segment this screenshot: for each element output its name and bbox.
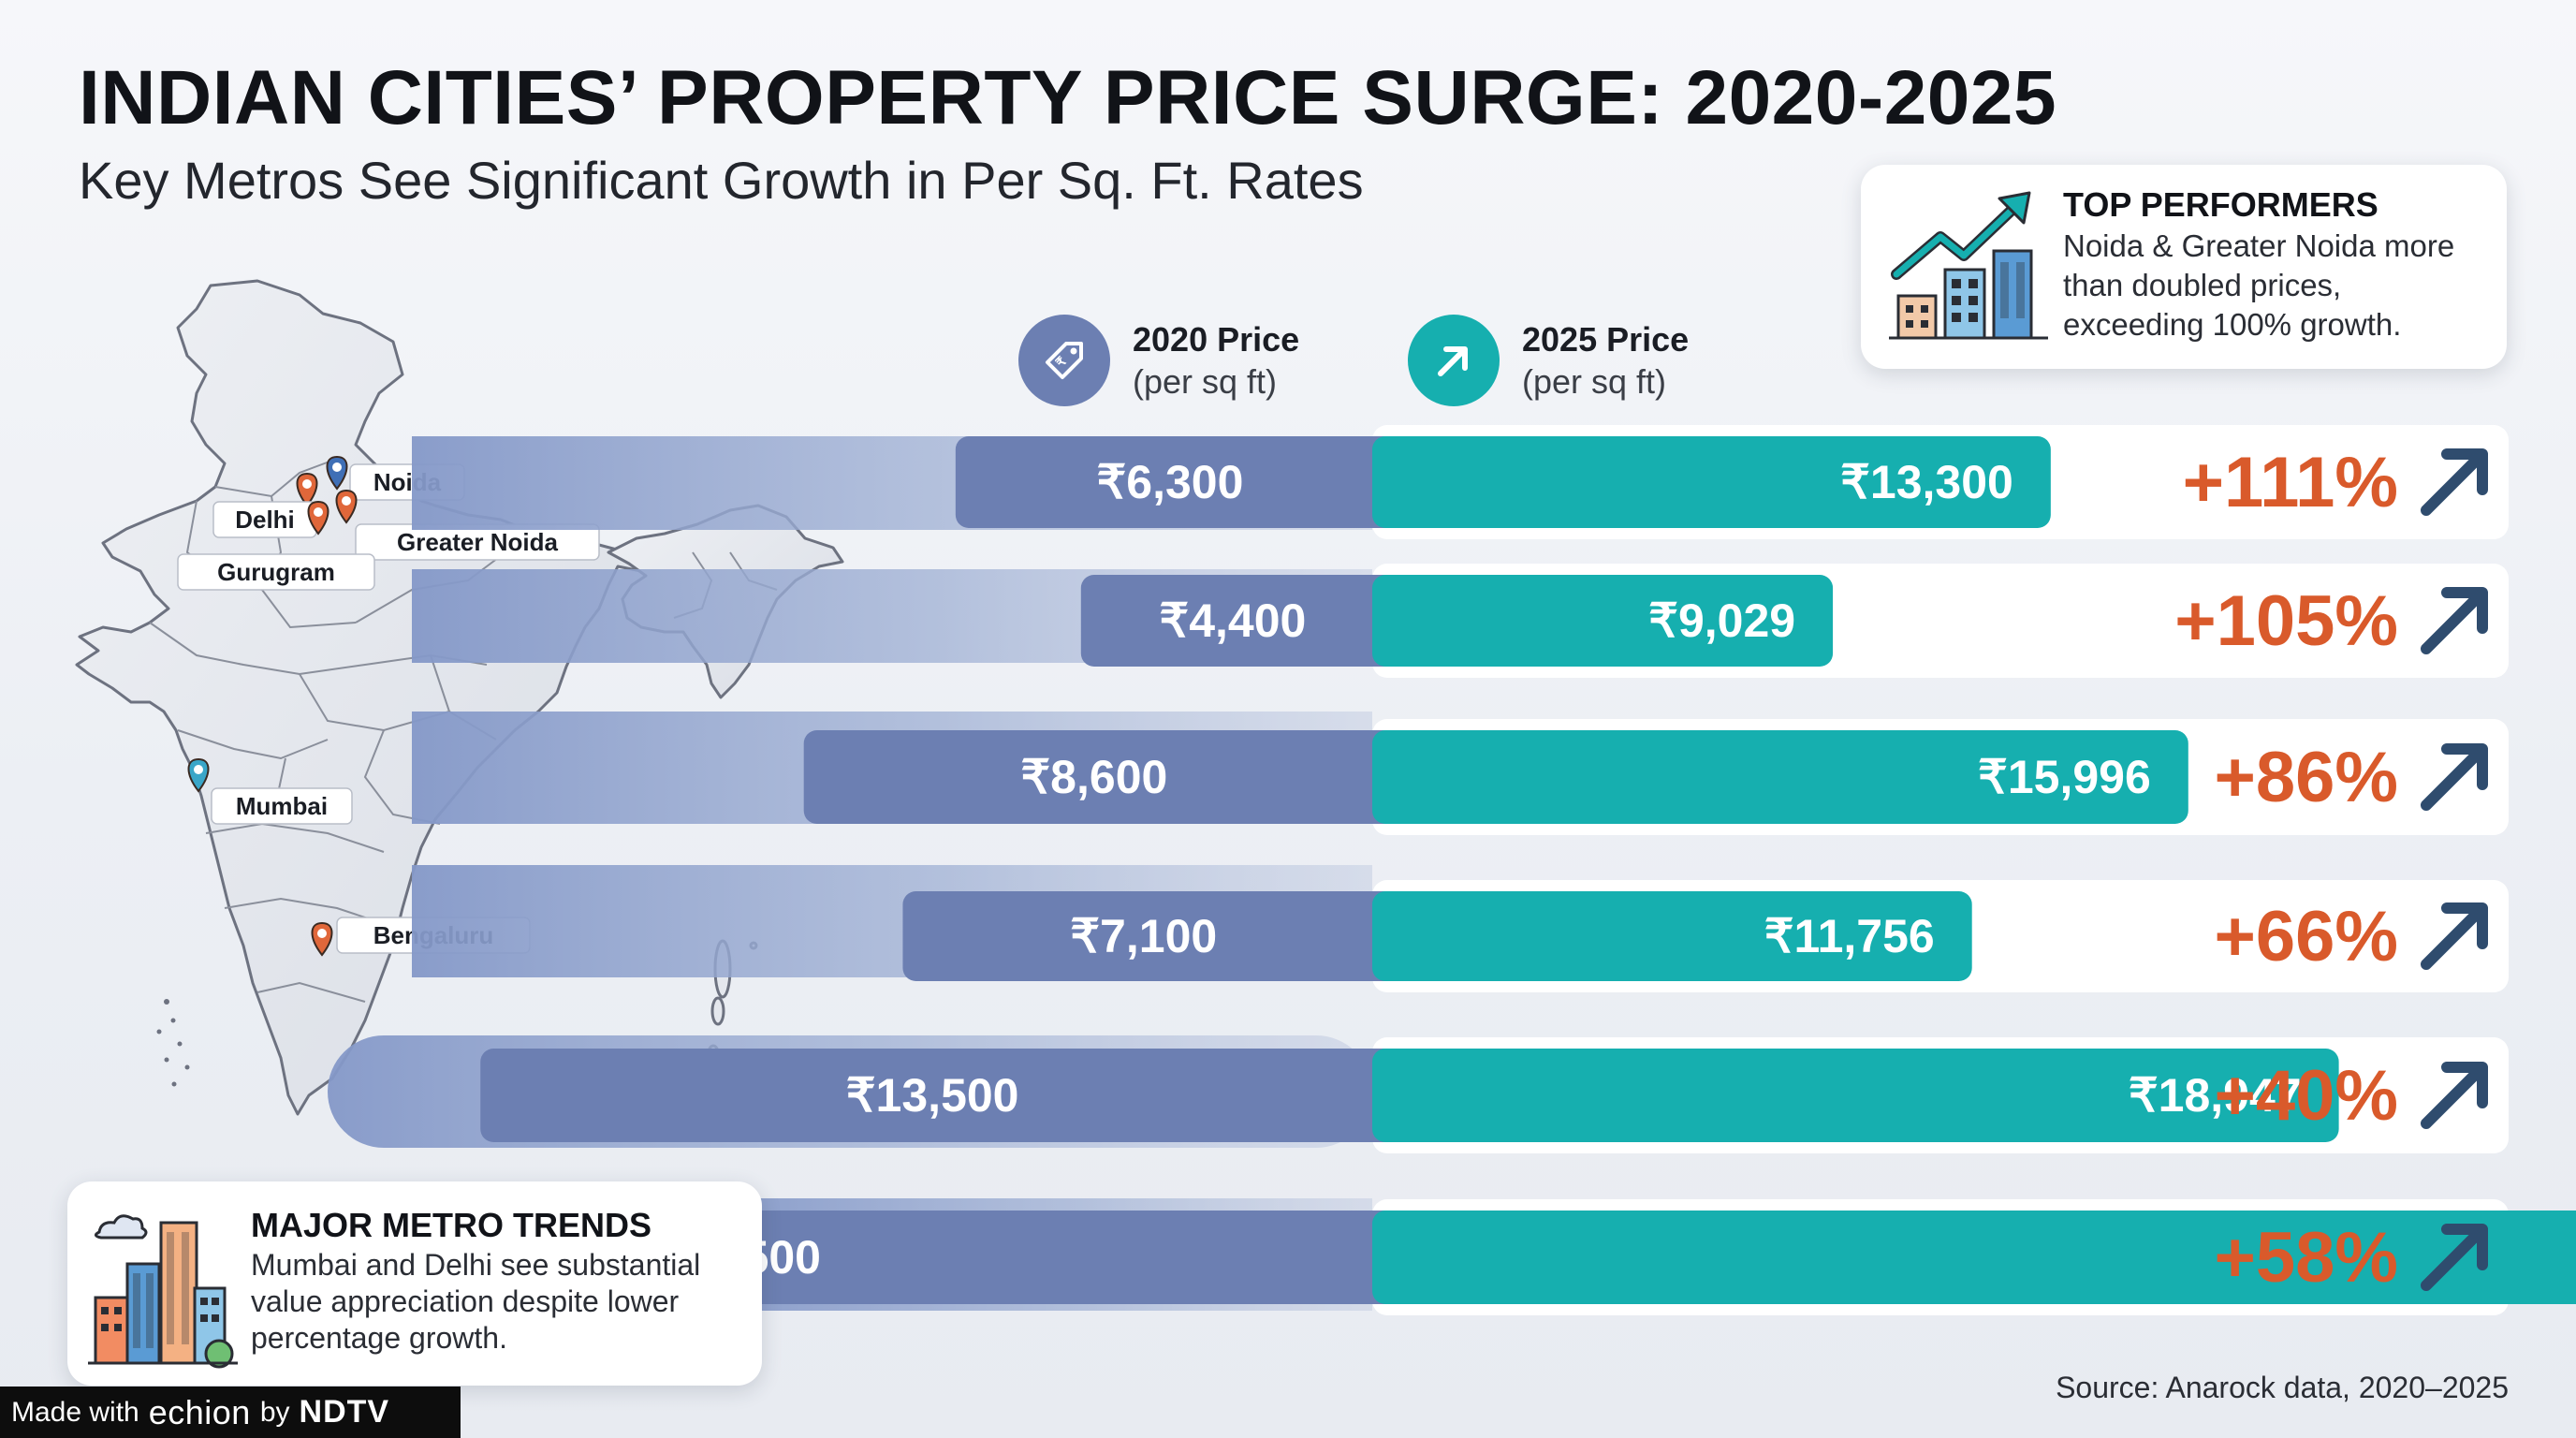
city-label: Greater Noida [355,523,600,561]
bar-2020 [803,730,1399,824]
bar-2020 [902,891,1399,981]
map-pin-delhi [296,472,318,507]
city-label-text: Greater Noida [397,528,558,556]
map-pin-greater-noida [335,489,358,524]
city-label-text: Gurugram [217,558,335,586]
city-skyline-icon [88,1214,238,1369]
price-tag-icon: ₹ [1018,315,1110,406]
bar-2025-label: ₹15,996 [1978,751,2151,803]
legend-2020-sub: (per sq ft) [1133,362,1278,401]
bar-2020-label: ₹8,600 [1020,751,1167,803]
bar-2025 [1372,1049,2339,1142]
arrow-up-right-icon [2421,902,2488,970]
ndtv-logo: NDTV [299,1394,390,1430]
city-label: Gurugram [177,553,375,591]
bar-2025-label: ₹9,029 [1648,594,1795,647]
legend-2025: 2025 Price (per sq ft) [1408,315,1689,406]
growth-label: +105% [2174,581,2398,661]
rising-city-chart-icon [1889,191,2048,340]
price-row: ₹13,500 ₹18,947+40% [328,1035,2509,1153]
bar-2020-label: ₹13,500 [846,1069,1019,1122]
arrow-up-right-icon [2421,448,2488,516]
top-performers-title: TOP PERFORMERS [2063,185,2378,224]
growth-label: +66% [2215,897,2399,976]
page-title: INDIAN CITIES’ PROPERTY PRICE SURGE: 202… [79,55,2057,140]
bar-2020 [1080,575,1399,667]
bar-2025 [1372,436,2051,528]
arrow-up-right-icon [2421,587,2488,654]
price-row: ₹6,300 ₹13,300 +111% [412,425,2509,539]
price-row: ₹7,100 ₹11,756 +66% [412,865,2509,992]
metro-trends-text: Mumbai and Delhi see substantial value a… [251,1248,701,1355]
growth-label: +58% [2215,1218,2399,1298]
city-label-text: Delhi [235,506,295,534]
bar-2025-label: ₹18,947 [2129,1069,2302,1122]
echion-logo: echion [148,1392,251,1431]
top-performers-callout: TOP PERFORMERS Noida & Greater Noida mor… [1861,165,2507,369]
made-with-badge[interactable]: Made with echion by NDTV [0,1387,461,1438]
legend-2020-label: 2020 Price [1133,320,1300,359]
price-row: ₹4,400 ₹9,029 +105% [412,564,2509,678]
bar-2025 [1372,575,1834,667]
price-row: ₹8,600 ₹15,996 +86% [412,712,2509,835]
bar-2025 [1372,1211,2576,1304]
bar-2025 [1372,730,2188,824]
city-label: Delhi [212,501,317,538]
growth-label: +111% [2183,443,2398,522]
metro-trends-callout: MAJOR METRO TRENDS Mumbai and Delhi see … [67,1181,762,1386]
lakshadweep-islands [156,999,190,1087]
bar-2025-label: ₹13,300 [1840,456,2013,508]
bar-2025 [1372,891,1972,981]
arrow-up-right-icon [2421,743,2488,811]
legend-2025-label: 2025 Price [1522,320,1690,359]
arrow-up-right-icon [1408,315,1500,406]
top-performers-text: Noida & Greater Noida more than doubled … [2063,228,2455,342]
bar-2020-label: ₹4,400 [1159,594,1306,647]
map-pin-noida [326,455,348,491]
legend-2020: ₹ 2020 Price (per sq ft) [1018,315,1299,406]
bar-2025-label: ₹11,756 [1764,910,1935,962]
page-subtitle: Key Metros See Significant Growth in Per… [79,151,1364,210]
arrow-up-right-icon [2421,1224,2488,1291]
by-label: by [259,1396,290,1428]
growth-label: +86% [2215,738,2399,817]
bar-2020-label: ₹7,100 [1070,910,1217,962]
arrow-up-right-icon [2421,1062,2488,1129]
bar-2020 [955,436,1399,528]
map-pin-mumbai [187,757,210,793]
growth-label: +40% [2215,1056,2399,1136]
legend-2025-sub: (per sq ft) [1522,362,1667,401]
map-pin-gurugram [307,500,329,536]
source-note: Source: Anarock data, 2020–2025 [2056,1371,2509,1404]
metro-trends-title: MAJOR METRO TRENDS [251,1206,652,1244]
made-with-label: Made with [11,1396,139,1428]
bar-2020-label: ₹6,300 [1096,456,1243,508]
city-label-text: Mumbai [236,792,328,820]
bar-2020 [480,1049,1399,1142]
map-pin-bengaluru [311,921,333,957]
city-label: Mumbai [211,787,353,825]
